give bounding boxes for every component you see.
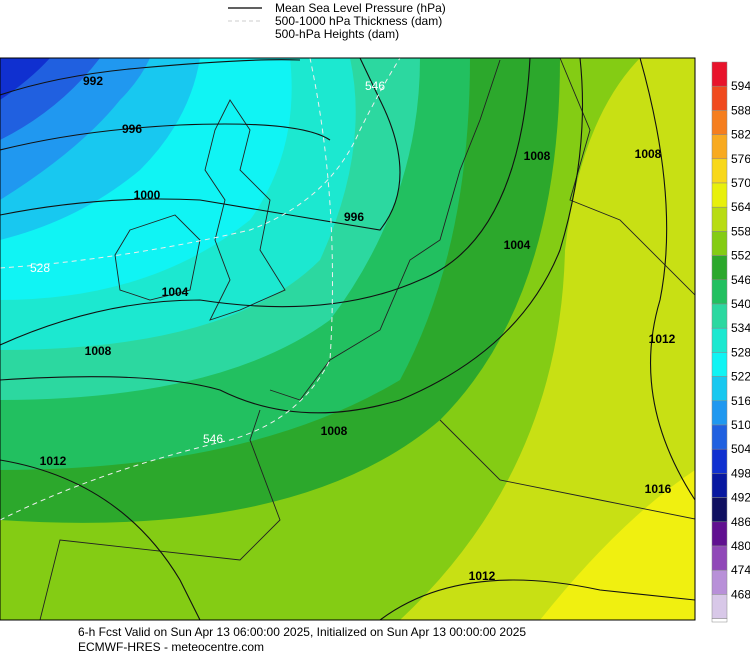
colorbar-label: 558 [731,224,750,238]
colorbar-swatch [711,61,728,87]
colorbar-swatch [711,545,728,571]
colorbar-swatch [711,352,728,377]
isobar [0,459,201,620]
colorbar-label: 594 [731,79,750,93]
isobar-label: 1004 [162,285,189,299]
isobar [0,123,331,151]
colorbar-swatch [711,279,728,305]
colorbar-label: 528 [731,345,750,359]
isobar-label: 1008 [524,149,551,163]
colorbar-swatch [711,231,728,256]
map-labels: 992 996 1000 1004 1008 1012 996 1004 1008 1008 101… [30,74,676,583]
coastline [439,58,695,520]
colorbar-swatch [711,134,728,160]
isobar-label: 1012 [469,569,496,583]
colorbar-label: 552 [731,249,750,263]
footer-text: 6-h Fcst Valid on Sun Apr 13 06:00:00 20… [78,625,526,639]
isobar-label: 996 [122,122,142,136]
coastline [269,59,501,401]
isobar-label: 1012 [649,332,676,346]
thickness-line [0,58,401,269]
colorbar-label: 588 [731,103,750,117]
colorbar-label: 534 [731,321,750,335]
colorbar-swatch [711,497,728,523]
colorbar-swatch [711,206,728,232]
colorbar-label: 486 [731,515,750,529]
colorbar-label: 522 [731,370,750,384]
colorbar-swatch [711,521,728,547]
thickness-line [0,58,333,521]
colorbar-swatch [711,85,728,111]
isobar [379,579,695,620]
colorbar: 594 588 582 576 570 564 558 552 546 540 534 528 522 5… [711,61,750,623]
coastline [39,409,281,620]
isobar-label: 1008 [635,147,662,161]
colorbar-swatch [711,255,728,281]
colorbar-swatch [711,594,728,619]
colorbar-swatch [711,473,728,498]
coastline [204,99,286,321]
colorbar-label: 474 [731,563,750,577]
isobar [0,58,531,346]
colorbar-label: 510 [731,418,750,432]
colorbar-swatch [711,448,728,474]
colorbar-label: 498 [731,466,750,480]
thickness-label: 528 [30,261,50,275]
colorbar-swatch [711,618,728,623]
colorbar-label: 582 [731,128,750,142]
legend-label: 500-hPa Heights (dam) [275,27,399,41]
isobar-label: 996 [344,210,364,224]
isobar [639,58,695,501]
isobar-label: 1000 [134,188,161,202]
colorbar-swatch [711,327,728,353]
colorbar-label: 468 [731,587,750,601]
isobar-label: 1008 [85,344,112,358]
colorbar-swatch [711,376,728,402]
thickness-label: 546 [203,432,223,446]
colorbar-swatch [711,110,728,135]
footer-text: ECMWF-HRES - meteocentre.com [78,640,264,654]
colorbar-swatch [711,424,728,450]
coastline [114,214,201,301]
colorbar-label: 540 [731,297,750,311]
isobar-label: 1004 [504,238,531,252]
map-frame [0,57,696,621]
isobar-label: 992 [83,74,103,88]
colorbar-swatch [711,569,728,595]
colorbar-swatch [711,158,728,184]
isobar-label: 1008 [321,424,348,438]
colorbar-label: 480 [731,539,750,553]
colorbar-label: 492 [731,491,750,505]
colorbar-swatch [711,182,728,208]
colorbar-label: 546 [731,273,750,287]
map [0,58,695,620]
isobar-label: 1012 [40,454,67,468]
colorbar-label: 576 [731,152,750,166]
colorbar-label: 570 [731,176,750,190]
colorbar-label: 564 [731,200,750,214]
isobar [0,58,583,414]
isobar [0,59,301,96]
legend: Mean Sea Level Pressure (hPa) 500-1000 h… [228,1,446,41]
isobar [0,58,401,231]
legend-label: 500-1000 hPa Thickness (dam) [275,14,442,28]
band [0,58,50,100]
thickness-label: 546 [365,79,385,93]
colorbar-swatch [711,303,728,329]
colorbar-label: 504 [731,442,750,456]
legend-label: Mean Sea Level Pressure (hPa) [275,1,446,15]
isobar-label: 1016 [645,482,672,496]
colorbar-label: 516 [731,394,750,408]
colorbar-swatch [711,400,728,426]
